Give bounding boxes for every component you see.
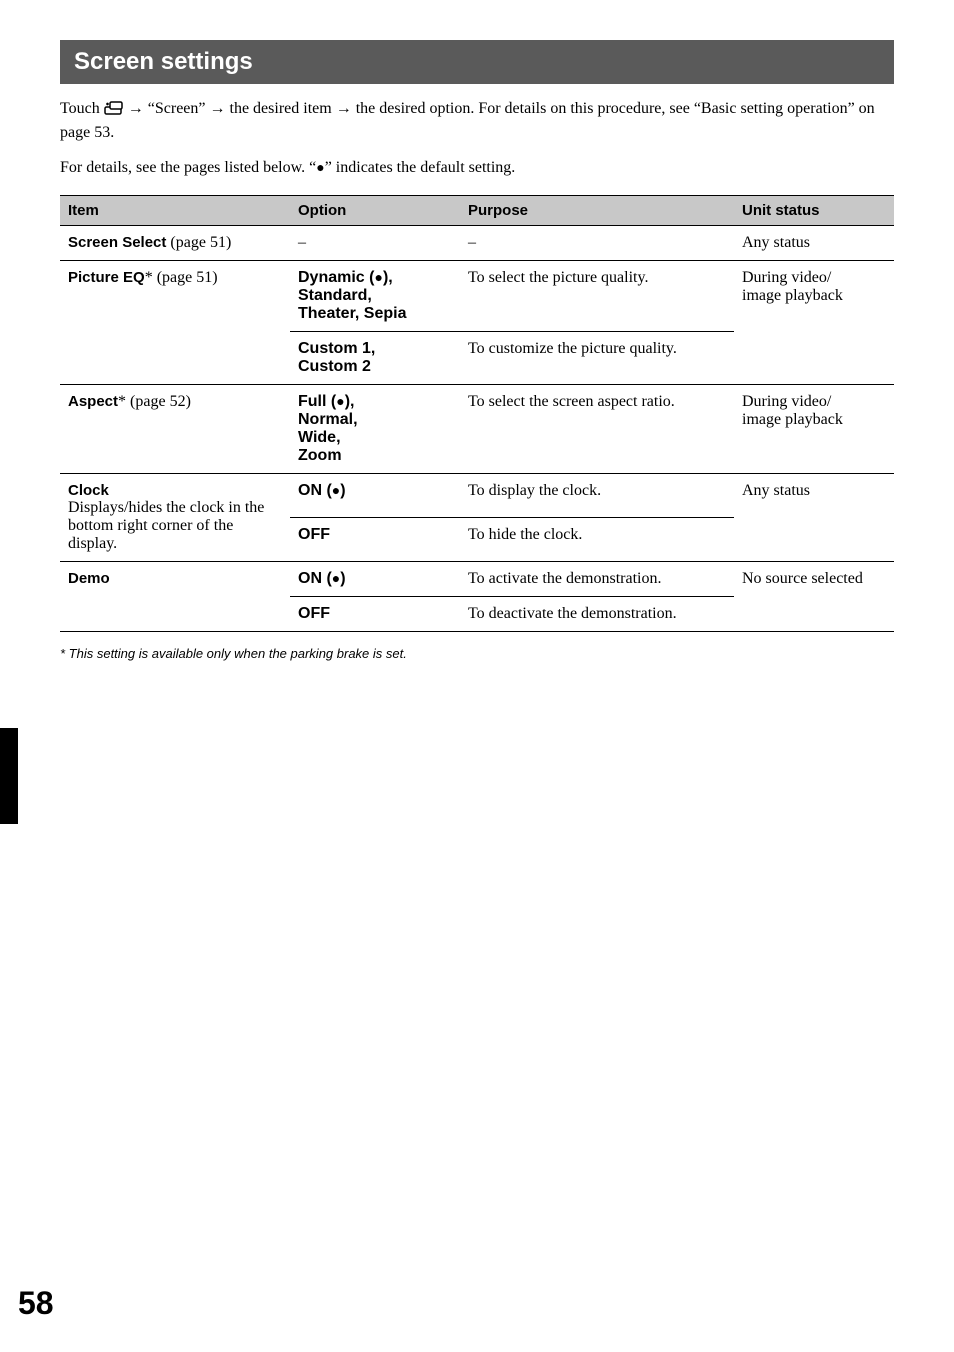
demo-opt1-post: ) — [340, 570, 345, 587]
clock-desc: Displays/hides the clock in the bottom r… — [68, 499, 282, 553]
intro1-pre: Touch — [60, 100, 104, 117]
aspect-ast: * — [118, 393, 126, 410]
bullet-icon: ● — [374, 269, 382, 285]
row-demo-1: Demo ON (●) To activate the demonstratio… — [60, 562, 894, 597]
clock-purp2: To hide the clock. — [460, 518, 734, 562]
screen-select-status: Any status — [734, 226, 894, 261]
demo-label: Demo — [68, 570, 110, 587]
row-aspect: Aspect* (page 52) Full (●), Normal, Wide… — [60, 385, 894, 474]
picture-eq-ast: * — [145, 269, 153, 286]
intro1-post: → “Screen” → the desired item → the desi… — [60, 100, 875, 141]
picture-eq-purp2: To customize the picture quality. — [460, 332, 734, 385]
screen-select-option: – — [290, 226, 460, 261]
settings-table: Item Option Purpose Unit status Screen S… — [60, 195, 894, 632]
demo-status: No source selected — [734, 562, 894, 632]
picture-eq-opt1-pre: Dynamic ( — [298, 269, 374, 286]
intro2-pre: For details, see the pages listed below.… — [60, 159, 316, 176]
setup-icon — [104, 100, 124, 122]
row-screen-select: Screen Select (page 51) – – Any status — [60, 226, 894, 261]
clock-opt2: OFF — [290, 518, 460, 562]
picture-eq-opt2: Custom 1, Custom 2 — [290, 332, 460, 385]
demo-opt1: ON (●) — [290, 562, 460, 597]
picture-eq-label: Picture EQ — [68, 269, 145, 286]
aspect-opt: Full (●), Normal, Wide, Zoom — [290, 385, 460, 474]
th-status: Unit status — [734, 196, 894, 226]
picture-eq-status: During video/ image playback — [734, 261, 894, 385]
clock-purp1: To display the clock. — [460, 474, 734, 518]
aspect-purp: To select the screen aspect ratio. — [460, 385, 734, 474]
th-option: Option — [290, 196, 460, 226]
clock-status: Any status — [734, 474, 894, 562]
page-number: 58 — [18, 1285, 54, 1322]
bullet-icon: ● — [316, 161, 324, 176]
aspect-page: (page 52) — [126, 393, 191, 410]
picture-eq-opt1: Dynamic (●), Standard, Theater, Sepia — [290, 261, 460, 332]
footnote: * This setting is available only when th… — [60, 646, 894, 661]
demo-purp1: To activate the demonstration. — [460, 562, 734, 597]
row-clock-1: Clock Displays/hides the clock in the bo… — [60, 474, 894, 518]
aspect-opt-pre: Full ( — [298, 393, 336, 410]
bullet-icon: ● — [336, 393, 344, 409]
th-purpose: Purpose — [460, 196, 734, 226]
picture-eq-purp1: To select the picture quality. — [460, 261, 734, 332]
page-heading: Screen settings — [60, 40, 894, 84]
demo-opt1-pre: ON ( — [298, 570, 332, 587]
row-picture-eq-1: Picture EQ* (page 51) Dynamic (●), Stand… — [60, 261, 894, 332]
clock-opt1: ON (●) — [290, 474, 460, 518]
picture-eq-page: (page 51) — [153, 269, 218, 286]
screen-select-purpose: – — [460, 226, 734, 261]
bullet-icon: ● — [332, 570, 340, 586]
aspect-status: During video/ image playback — [734, 385, 894, 474]
screen-select-page: (page 51) — [166, 234, 231, 251]
table-header-row: Item Option Purpose Unit status — [60, 196, 894, 226]
demo-purp2: To deactivate the demonstration. — [460, 597, 734, 632]
intro-paragraph-2: For details, see the pages listed below.… — [60, 157, 894, 179]
clock-opt1-pre: ON ( — [298, 482, 332, 499]
intro-paragraph-1: Touch → “Screen” → the desired item → th… — [60, 98, 894, 143]
side-tab — [0, 728, 18, 824]
aspect-label: Aspect — [68, 393, 118, 410]
intro2-post: ” indicates the default setting. — [325, 159, 516, 176]
demo-opt2: OFF — [290, 597, 460, 632]
clock-opt1-post: ) — [340, 482, 345, 499]
th-item: Item — [60, 196, 290, 226]
clock-label: Clock — [68, 482, 282, 499]
bullet-icon: ● — [332, 482, 340, 498]
screen-select-label: Screen Select — [68, 234, 166, 251]
